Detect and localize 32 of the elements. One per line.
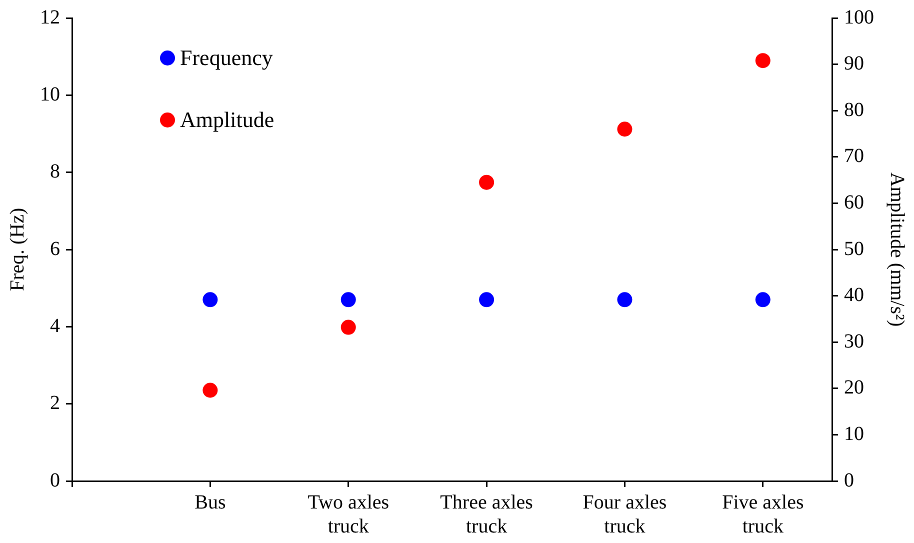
y-tick-label: 8 <box>50 160 60 183</box>
y2-tick-label: 0 <box>844 469 854 492</box>
y2-tick-label: 80 <box>844 98 864 121</box>
point <box>340 320 356 335</box>
legend-label: Amplitude <box>180 106 274 132</box>
y2-axis-title: Amplitude (mm/s²) <box>886 172 908 327</box>
legend-label: Frequency <box>180 44 273 70</box>
x-tick-label: Three axles truck <box>440 491 534 538</box>
y-axis-title: Freq. (Hz) <box>6 208 28 292</box>
x-tick-label: Bus <box>194 491 226 514</box>
y-tick-label: 6 <box>50 238 60 260</box>
y-tick-label: 0 <box>50 469 60 492</box>
x-tick-label: Five axles truck <box>722 491 804 538</box>
y2-tick-label: 10 <box>844 422 864 445</box>
x-tick-label: Four axles truck <box>582 491 667 538</box>
y2-tick-label: 70 <box>844 145 864 168</box>
y-tick-label: 4 <box>50 314 60 337</box>
y-tick-label: 10 <box>40 83 60 106</box>
y2-tick-label: 20 <box>844 376 864 399</box>
point <box>202 382 218 398</box>
y2-tick-label: 90 <box>844 52 864 75</box>
point <box>617 122 632 137</box>
x-tick-label: Two axles truck <box>308 491 390 538</box>
y-tick-label: 12 <box>40 6 60 28</box>
point <box>755 53 770 68</box>
y2-tick-label: 100 <box>844 6 874 28</box>
y2-tick-label: 60 <box>844 191 864 214</box>
y2-tick-label: 40 <box>844 284 864 306</box>
y-tick-label: 2 <box>50 392 60 414</box>
y2-tick-label: 50 <box>844 238 864 260</box>
y2-tick-label: 30 <box>844 330 864 352</box>
point <box>479 174 494 190</box>
